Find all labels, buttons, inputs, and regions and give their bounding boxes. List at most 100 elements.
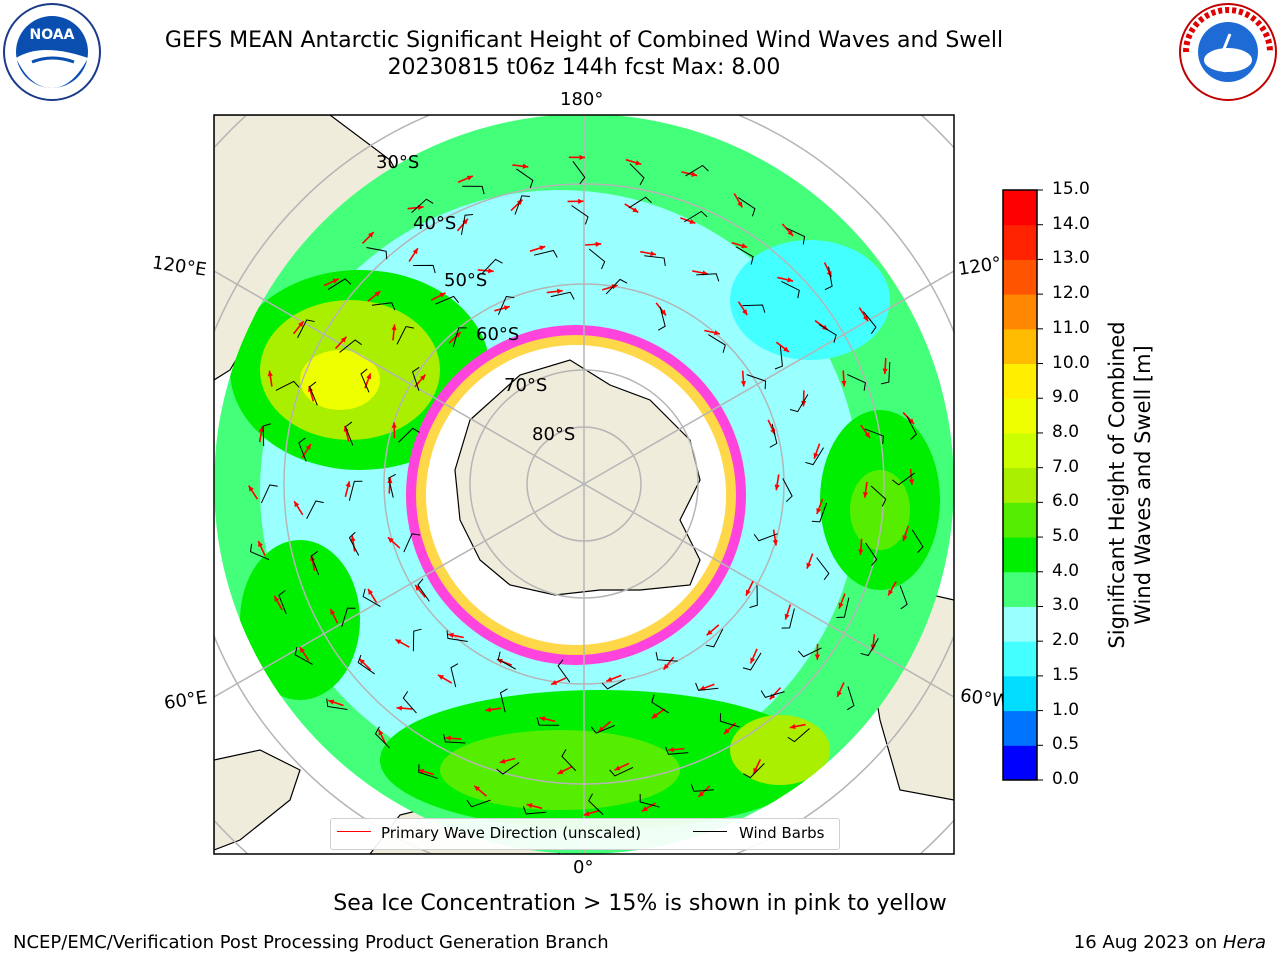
wind-barb bbox=[818, 324, 837, 343]
wave-arrow-head bbox=[539, 245, 546, 251]
wave-arrow-head bbox=[650, 251, 656, 257]
wave-arrow-head bbox=[888, 589, 894, 596]
colorbar-tick-label: 11.0 bbox=[1052, 317, 1090, 338]
wind-barb bbox=[310, 550, 320, 575]
wind-barb bbox=[411, 366, 420, 391]
parallel-label-50s: 50°S bbox=[444, 270, 488, 291]
colorbar-tick-label: 12.0 bbox=[1052, 283, 1090, 304]
wind-barb bbox=[362, 588, 381, 607]
parallel-label-60s: 60°S bbox=[476, 324, 520, 345]
wave-arrow-head bbox=[814, 654, 820, 660]
wind-barb bbox=[278, 590, 287, 615]
wind-barb bbox=[816, 557, 830, 581]
wind-barb-swatch bbox=[693, 831, 727, 832]
wind-barb bbox=[533, 249, 558, 258]
colorbar-segment bbox=[1003, 328, 1037, 365]
colorbar-segment bbox=[1003, 745, 1037, 781]
wave-arrow-head bbox=[485, 707, 492, 713]
wave-arrow-head bbox=[787, 230, 794, 236]
wind-barb bbox=[348, 531, 360, 556]
wind-barb bbox=[899, 585, 908, 610]
wind-barb bbox=[360, 368, 370, 393]
wave-arrow-head bbox=[783, 346, 790, 352]
wind-barb bbox=[417, 578, 430, 602]
wind-barb bbox=[411, 198, 434, 214]
wind-barb bbox=[522, 806, 547, 815]
wind-barb bbox=[572, 161, 586, 185]
colorbar-segment bbox=[1003, 294, 1037, 330]
colorbar-segment bbox=[1003, 710, 1037, 746]
wave-arrow-head bbox=[663, 663, 670, 670]
wave-arrow-head bbox=[806, 562, 812, 569]
wind-barb bbox=[769, 423, 778, 448]
wave-arrow-head bbox=[258, 540, 263, 547]
wind-barb bbox=[737, 197, 756, 217]
wave-arrow-head bbox=[368, 232, 374, 238]
wind-barb bbox=[774, 346, 783, 370]
wind-barb bbox=[452, 327, 467, 348]
wave-arrow-head bbox=[350, 535, 356, 542]
wind-barb bbox=[306, 500, 324, 519]
wave-arrow-head bbox=[445, 735, 451, 741]
wave-arrow-head bbox=[359, 658, 365, 665]
colorbar-tick-label: 15.0 bbox=[1052, 179, 1090, 199]
wave-arrow-head bbox=[305, 444, 311, 450]
wave-arrow-head bbox=[908, 418, 915, 425]
wind-barb bbox=[388, 473, 396, 498]
wind-barb bbox=[811, 502, 827, 523]
wave-arrow-head bbox=[488, 268, 494, 274]
noaa-logo: NOAA bbox=[3, 3, 101, 101]
wave-arrow-head bbox=[419, 374, 426, 381]
wave-arrow-head bbox=[298, 321, 304, 328]
colorbar-segment bbox=[1003, 675, 1037, 712]
colorbar-label: Significant Height of Combined Wind Wave… bbox=[1105, 321, 1155, 648]
wave-arrow-head bbox=[908, 479, 915, 485]
colorbar bbox=[1002, 189, 1043, 781]
colorbar-segment bbox=[1003, 259, 1037, 295]
wave-arrow-head bbox=[448, 632, 454, 638]
wind-barb bbox=[891, 472, 915, 486]
wave-arrow-head bbox=[474, 785, 481, 792]
wind-barb bbox=[514, 195, 530, 215]
wave-arrow-head bbox=[418, 768, 425, 774]
wind-barb bbox=[781, 280, 800, 299]
wave-arrow-head bbox=[439, 292, 446, 298]
wave-arrow-head bbox=[838, 602, 844, 609]
wind-barb bbox=[250, 543, 270, 561]
land-antarctica bbox=[454, 359, 701, 596]
wind-barb bbox=[789, 394, 809, 413]
wave-arrow-head bbox=[330, 608, 336, 615]
wind-barb bbox=[696, 273, 720, 282]
wave-arrow-head bbox=[723, 728, 730, 735]
wave-arrow-head bbox=[539, 716, 546, 722]
parallel-label-40s: 40°S bbox=[413, 213, 457, 234]
wind-barb bbox=[665, 746, 689, 755]
wind-barb bbox=[275, 380, 300, 391]
wave-arrow-head bbox=[742, 309, 748, 316]
wind-barb bbox=[782, 478, 793, 502]
wave-arrow-head bbox=[455, 332, 461, 338]
credit-date: 16 Aug 2023 on Hera bbox=[1074, 932, 1266, 953]
wind-barb bbox=[846, 686, 855, 711]
wind-barb bbox=[860, 638, 879, 657]
wave-arrow-head bbox=[551, 679, 558, 685]
wind-barb bbox=[466, 799, 491, 808]
wind-barb bbox=[644, 255, 666, 267]
meridian-label-180: 180° bbox=[560, 89, 604, 110]
svg-text:Wind Waves and Swell [m]: Wind Waves and Swell [m] bbox=[1131, 345, 1155, 625]
wave-arrow-head bbox=[841, 380, 847, 387]
colorbar-tick-label: 5.0 bbox=[1052, 526, 1080, 547]
wave-arrow-head bbox=[660, 309, 667, 316]
wind-barb bbox=[398, 427, 420, 443]
wave-arrow-head bbox=[750, 657, 756, 664]
colorbar-tick-label: 1.5 bbox=[1052, 664, 1080, 685]
wave-arrow-head bbox=[641, 806, 648, 812]
wind-barb bbox=[499, 688, 508, 713]
wind-barb bbox=[516, 168, 534, 189]
wind-barb bbox=[497, 651, 517, 670]
wind-barb bbox=[787, 728, 810, 743]
wave-arrow-head bbox=[248, 485, 254, 492]
wind-barb bbox=[629, 163, 645, 186]
colorbar-tick-label: 13.0 bbox=[1052, 248, 1090, 269]
